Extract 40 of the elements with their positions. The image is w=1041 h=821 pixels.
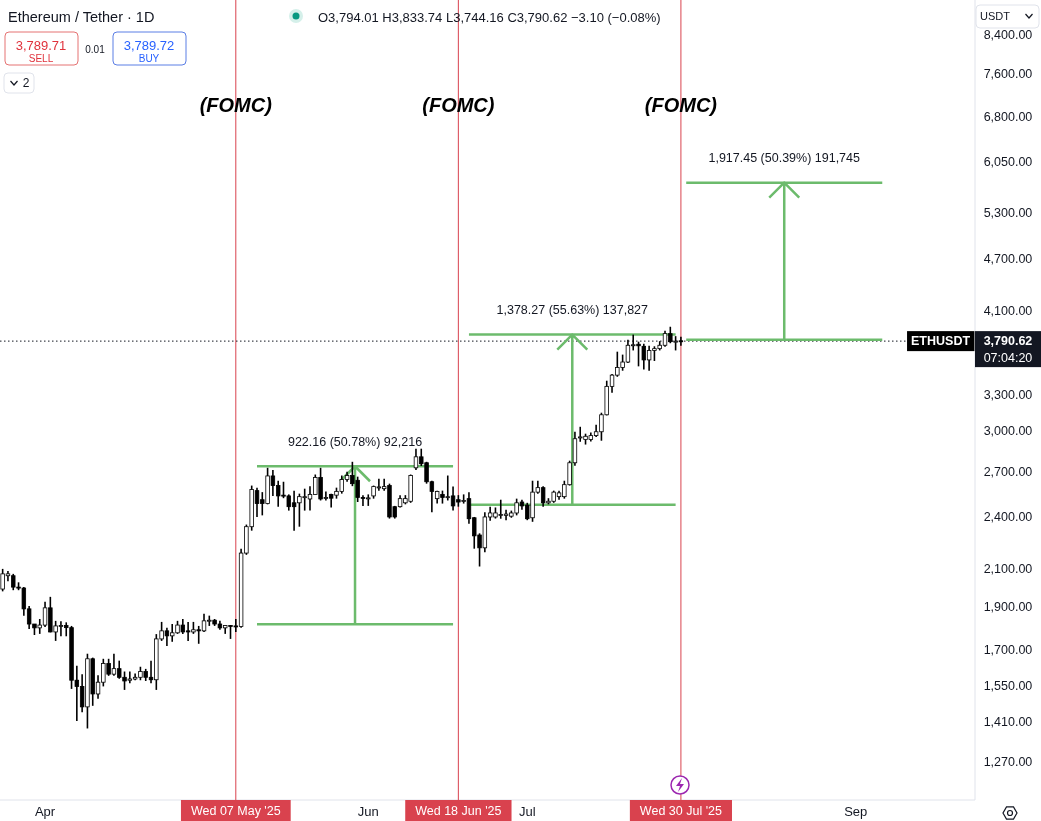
annotation: 3,789.71 (15, 37, 67, 53)
ref-line-label: Wed 18 Jun '25 (415, 804, 502, 819)
y-tick-label: 6,050.00 (983, 154, 1033, 169)
y-tick-label: 6,800.00 (983, 109, 1033, 124)
annotation: 922.16 (50.78%) 92,216 (287, 434, 423, 449)
annotation: 2 (22, 76, 30, 91)
x-tick-label: Jul (518, 803, 536, 819)
y-tick-label: 2,400.00 (983, 510, 1033, 525)
y-tick-label: 4,100.00 (983, 304, 1033, 319)
x-tick-label: Jun (357, 803, 379, 819)
y-tick-label: 1,410.00 (983, 714, 1033, 729)
y-tick-label: 3,300.00 (983, 387, 1033, 402)
y-tick-label: 7,600.00 (983, 66, 1033, 81)
annotation: (FOMC) (644, 94, 718, 117)
x-tick-label: Sep (844, 803, 868, 819)
text: 07:04:20 (983, 351, 1033, 366)
annotation: SELL (28, 52, 54, 64)
annotation: 0.01 (85, 43, 106, 55)
y-tick-label: 1,550.00 (983, 678, 1033, 693)
y-tick-label: 1,700.00 (983, 643, 1033, 657)
annotation: 1,917.45 (50.39%) 191,745 (708, 151, 861, 166)
y-tick-label: 2,100.00 (983, 561, 1033, 576)
y-tick-label: 8,400.00 (983, 28, 1033, 43)
ref-line-label: Wed 30 Jul '25 (639, 804, 722, 819)
annotation: 3,789.72 (123, 37, 175, 53)
ref-line-label: 3,790.62 (983, 334, 1033, 349)
annotation: ETHUSDT (911, 334, 971, 349)
annotation: BUY (138, 52, 160, 64)
text: Ethereum / Tether · 1D (8, 9, 155, 26)
ref-line-label: Wed 07 May '25 (190, 804, 281, 819)
y-tick-label: 1,900.00 (983, 600, 1033, 615)
annotation: (FOMC) (199, 94, 273, 117)
y-tick-label: 5,300.00 (983, 205, 1033, 220)
y-tick-label: 4,700.00 (983, 251, 1033, 266)
x-tick-label: Apr (34, 803, 56, 819)
annotation: 1,378.27 (55.63%) 137,827 (496, 302, 649, 317)
text: USDT (980, 9, 1011, 22)
y-tick-label: 2,700.00 (983, 465, 1033, 480)
y-tick-label: 3,000.00 (983, 424, 1033, 439)
y-tick-label: 1,270.00 (983, 755, 1033, 770)
